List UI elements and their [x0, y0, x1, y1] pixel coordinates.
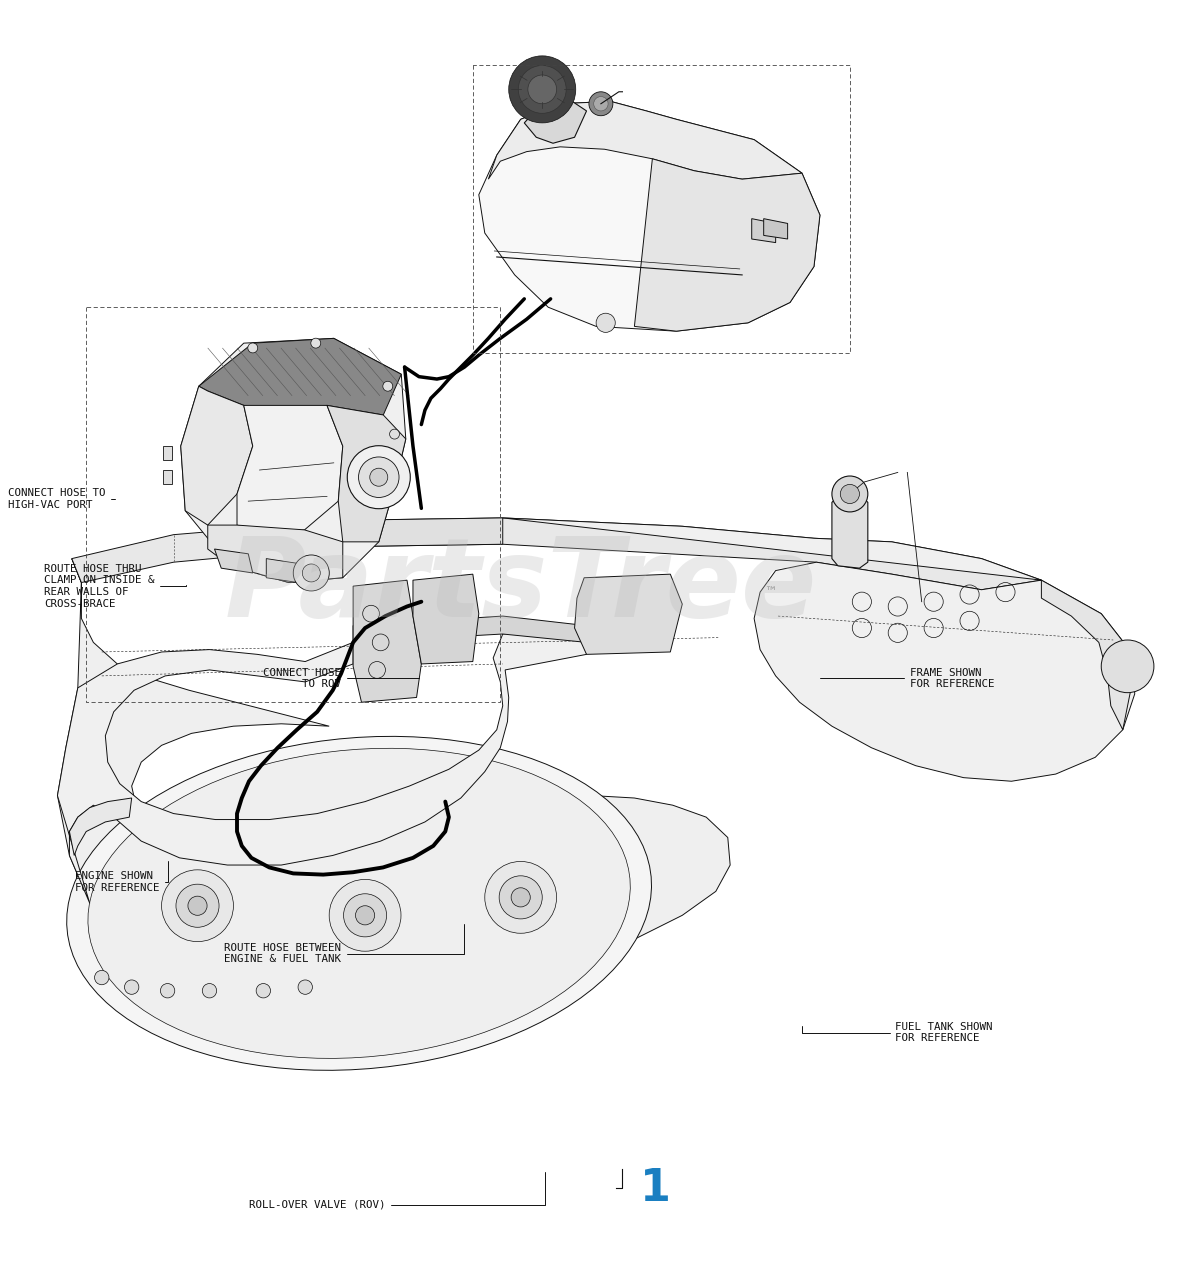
- Circle shape: [511, 888, 530, 908]
- Polygon shape: [479, 101, 820, 332]
- Circle shape: [518, 65, 566, 114]
- Circle shape: [840, 484, 859, 503]
- Circle shape: [389, 429, 400, 439]
- Circle shape: [160, 983, 175, 998]
- Polygon shape: [752, 219, 776, 243]
- Text: 1: 1: [640, 1167, 672, 1210]
- Polygon shape: [634, 159, 820, 332]
- Polygon shape: [764, 219, 788, 239]
- Circle shape: [356, 906, 375, 925]
- Circle shape: [589, 92, 613, 115]
- Polygon shape: [341, 518, 503, 547]
- Circle shape: [188, 896, 207, 915]
- Circle shape: [509, 56, 576, 123]
- Circle shape: [176, 884, 219, 927]
- Polygon shape: [1041, 580, 1131, 730]
- Circle shape: [293, 556, 329, 591]
- Polygon shape: [57, 558, 730, 993]
- Circle shape: [344, 893, 387, 937]
- Circle shape: [95, 970, 109, 984]
- Circle shape: [347, 445, 411, 508]
- Polygon shape: [72, 518, 1041, 590]
- Circle shape: [370, 468, 388, 486]
- Circle shape: [359, 457, 399, 498]
- Polygon shape: [488, 101, 802, 179]
- Polygon shape: [181, 387, 253, 525]
- Circle shape: [383, 381, 393, 392]
- Text: ™: ™: [764, 586, 776, 599]
- Polygon shape: [163, 470, 171, 484]
- Polygon shape: [832, 494, 868, 568]
- Polygon shape: [353, 580, 421, 703]
- Text: CONNECT HOSE
TO ROV: CONNECT HOSE TO ROV: [263, 667, 419, 689]
- Text: ENGINE SHOWN
FOR REFERENCE: ENGINE SHOWN FOR REFERENCE: [75, 860, 168, 892]
- Polygon shape: [524, 101, 587, 143]
- Polygon shape: [67, 736, 651, 1070]
- Circle shape: [485, 861, 557, 933]
- Text: PartsTree: PartsTree: [225, 532, 816, 640]
- Polygon shape: [353, 616, 587, 643]
- Polygon shape: [199, 338, 401, 415]
- Polygon shape: [57, 626, 587, 904]
- Polygon shape: [503, 518, 1135, 781]
- Circle shape: [248, 343, 257, 353]
- Polygon shape: [266, 558, 298, 582]
- Circle shape: [1101, 640, 1154, 692]
- Text: ROUTE HOSE THRU
CLAMP ON INSIDE &
REAR WALLS OF
CROSS-BRACE: ROUTE HOSE THRU CLAMP ON INSIDE & REAR W…: [44, 563, 186, 608]
- Circle shape: [256, 983, 271, 998]
- Polygon shape: [575, 575, 682, 654]
- Circle shape: [303, 564, 321, 582]
- Circle shape: [528, 76, 557, 104]
- Circle shape: [596, 314, 615, 333]
- Circle shape: [329, 879, 401, 951]
- Text: ROUTE HOSE BETWEEN
ENGINE & FUEL TANK: ROUTE HOSE BETWEEN ENGINE & FUEL TANK: [224, 924, 464, 964]
- Circle shape: [311, 338, 321, 348]
- Text: ROLL-OVER VALVE (ROV): ROLL-OVER VALVE (ROV): [249, 1172, 545, 1210]
- Polygon shape: [181, 338, 406, 582]
- Circle shape: [832, 476, 868, 512]
- Text: FRAME SHOWN
FOR REFERENCE: FRAME SHOWN FOR REFERENCE: [820, 667, 995, 689]
- Polygon shape: [69, 797, 132, 855]
- Polygon shape: [214, 549, 253, 573]
- Text: FUEL TANK SHOWN
FOR REFERENCE: FUEL TANK SHOWN FOR REFERENCE: [802, 1021, 992, 1043]
- Polygon shape: [327, 406, 406, 541]
- Text: CONNECT HOSE TO
HIGH-VAC PORT: CONNECT HOSE TO HIGH-VAC PORT: [8, 488, 115, 509]
- Polygon shape: [208, 525, 342, 582]
- Circle shape: [124, 980, 139, 995]
- Polygon shape: [237, 406, 342, 535]
- Circle shape: [298, 980, 312, 995]
- Circle shape: [162, 870, 233, 942]
- Circle shape: [499, 876, 542, 919]
- Polygon shape: [413, 575, 479, 664]
- Circle shape: [594, 96, 608, 111]
- Circle shape: [202, 983, 217, 998]
- Polygon shape: [163, 447, 171, 461]
- Polygon shape: [87, 749, 631, 1059]
